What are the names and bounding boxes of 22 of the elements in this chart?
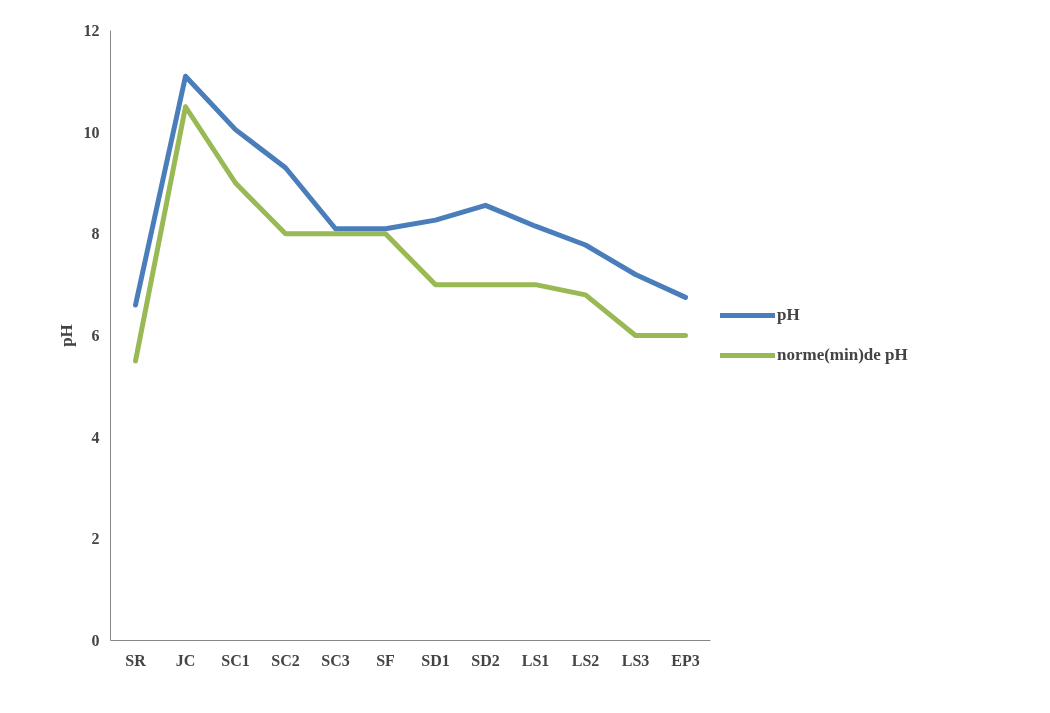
x-tick-label: SC3 <box>321 651 350 669</box>
y-axis-title: pH <box>56 324 76 347</box>
x-tick-label: SC2 <box>271 651 300 669</box>
x-tick-label: EP3 <box>671 651 700 669</box>
y-tick-label: 2 <box>91 530 100 548</box>
x-tick-label: SR <box>125 651 147 669</box>
y-tick-label: 6 <box>91 327 100 344</box>
x-tick-label: JC <box>175 651 196 669</box>
x-tick-label: SC1 <box>221 651 250 669</box>
y-tick-label: 10 <box>83 123 100 141</box>
y-tick-label: 8 <box>91 225 100 243</box>
y-tick-label: 0 <box>91 632 100 649</box>
x-tick-label: LS1 <box>521 651 550 669</box>
legend-label: pH <box>777 305 800 325</box>
x-tick-label: SD1 <box>421 651 450 669</box>
y-tick-label: 4 <box>91 428 100 446</box>
y-tick-label: 12 <box>83 22 100 39</box>
x-tick-label: LS3 <box>621 651 650 669</box>
x-tick-label: SF <box>376 651 396 669</box>
x-tick-label: LS2 <box>571 651 600 669</box>
x-tick-label: SD2 <box>471 651 500 669</box>
legend-label: norme(min)de pH <box>777 345 908 365</box>
